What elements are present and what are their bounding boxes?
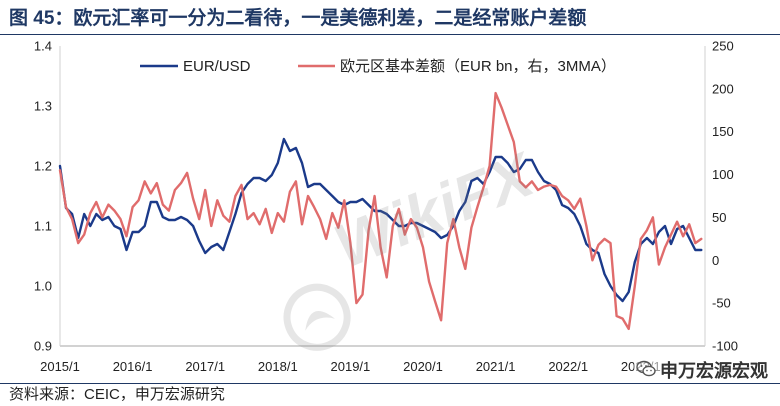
wikifx-watermark: WikiFX (283, 139, 546, 351)
x-axis-tick-label: 2022/1 (548, 359, 588, 374)
wikifx-logo-icon (283, 283, 351, 351)
wechat-icon (636, 360, 656, 383)
title-divider (0, 34, 780, 35)
left-axis-tick-label: 0.9 (34, 339, 52, 354)
wikifx-watermark-text: WikiFX (325, 139, 545, 282)
right-axis-tick-label: 100 (712, 167, 734, 182)
x-axis-tick-label: 2016/1 (113, 359, 153, 374)
brand-watermark: 申万宏源宏观 (634, 359, 770, 383)
x-axis-tick-label: 2021/1 (476, 359, 516, 374)
right-axis-tick-label: 250 (712, 39, 734, 54)
x-axis-tick-label: 2019/1 (331, 359, 371, 374)
right-axis-tick-label: -50 (712, 296, 731, 311)
left-axis-tick-label: 1.4 (34, 39, 52, 54)
x-axis-tick-label: 2015/1 (40, 359, 80, 374)
left-axis-tick-label: 1.3 (34, 99, 52, 114)
right-axis-tick-label: 50 (712, 210, 726, 225)
x-axis-tick-label: 2018/1 (258, 359, 298, 374)
left-axis-tick-label: 1.2 (34, 159, 52, 174)
legend-label-eur-usd: EUR/USD (183, 58, 251, 75)
right-axis-tick-label: -100 (712, 339, 738, 354)
x-axis-tick-label: 2020/1 (403, 359, 443, 374)
source-divider (0, 383, 780, 384)
legend-label-basic-balance: 欧元区基本差额（EUR bn，右，3MMA） (340, 58, 616, 75)
eur-usd-line (58, 137, 703, 303)
source-note: 资料来源：CEIC，申万宏源研究 (9, 386, 225, 403)
right-axis-tick-label: 150 (712, 124, 734, 139)
figure-title: 图 45：欧元汇率可一分为二看待，一是美德利差，二是经常账户差额 (9, 8, 587, 29)
right-axis-tick-label: 200 (712, 81, 734, 96)
left-axis-tick-label: 1.1 (34, 219, 52, 234)
right-axis-tick-label: 0 (712, 253, 719, 268)
brand-name: 申万宏源宏观 (660, 361, 768, 381)
axes: 1.4 1.3 1.2 1.1 1.0 0.9 250 200 150 100 50 0 -50 -100… (34, 39, 738, 375)
legend: EUR/USD 欧元区基本差额（EUR bn，右，3MMA） (140, 58, 616, 75)
series-lines (58, 91, 703, 331)
x-axis-tick-label: 2017/1 (185, 359, 225, 374)
left-axis-tick-label: 1.0 (34, 279, 52, 294)
basic-balance-line (58, 91, 703, 331)
